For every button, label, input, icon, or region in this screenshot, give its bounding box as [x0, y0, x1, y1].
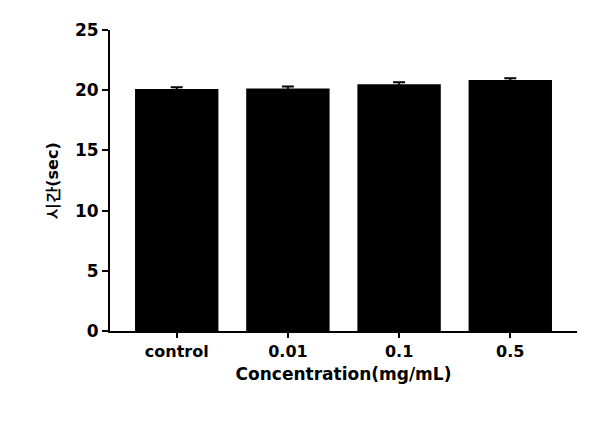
- svg-text:5: 5: [87, 261, 99, 281]
- svg-text:0.1: 0.1: [385, 342, 413, 361]
- svg-text:시간(sec): 시간(sec): [43, 142, 62, 218]
- svg-text:control: control: [145, 342, 209, 361]
- svg-text:0: 0: [87, 321, 99, 341]
- svg-text:20: 20: [75, 80, 99, 100]
- svg-text:Concentration(mg/mL): Concentration(mg/mL): [236, 364, 452, 384]
- svg-text:15: 15: [75, 140, 99, 160]
- svg-text:10: 10: [75, 201, 99, 221]
- svg-text:0.01: 0.01: [268, 342, 307, 361]
- svg-text:0.5: 0.5: [496, 342, 524, 361]
- svg-text:25: 25: [75, 20, 99, 40]
